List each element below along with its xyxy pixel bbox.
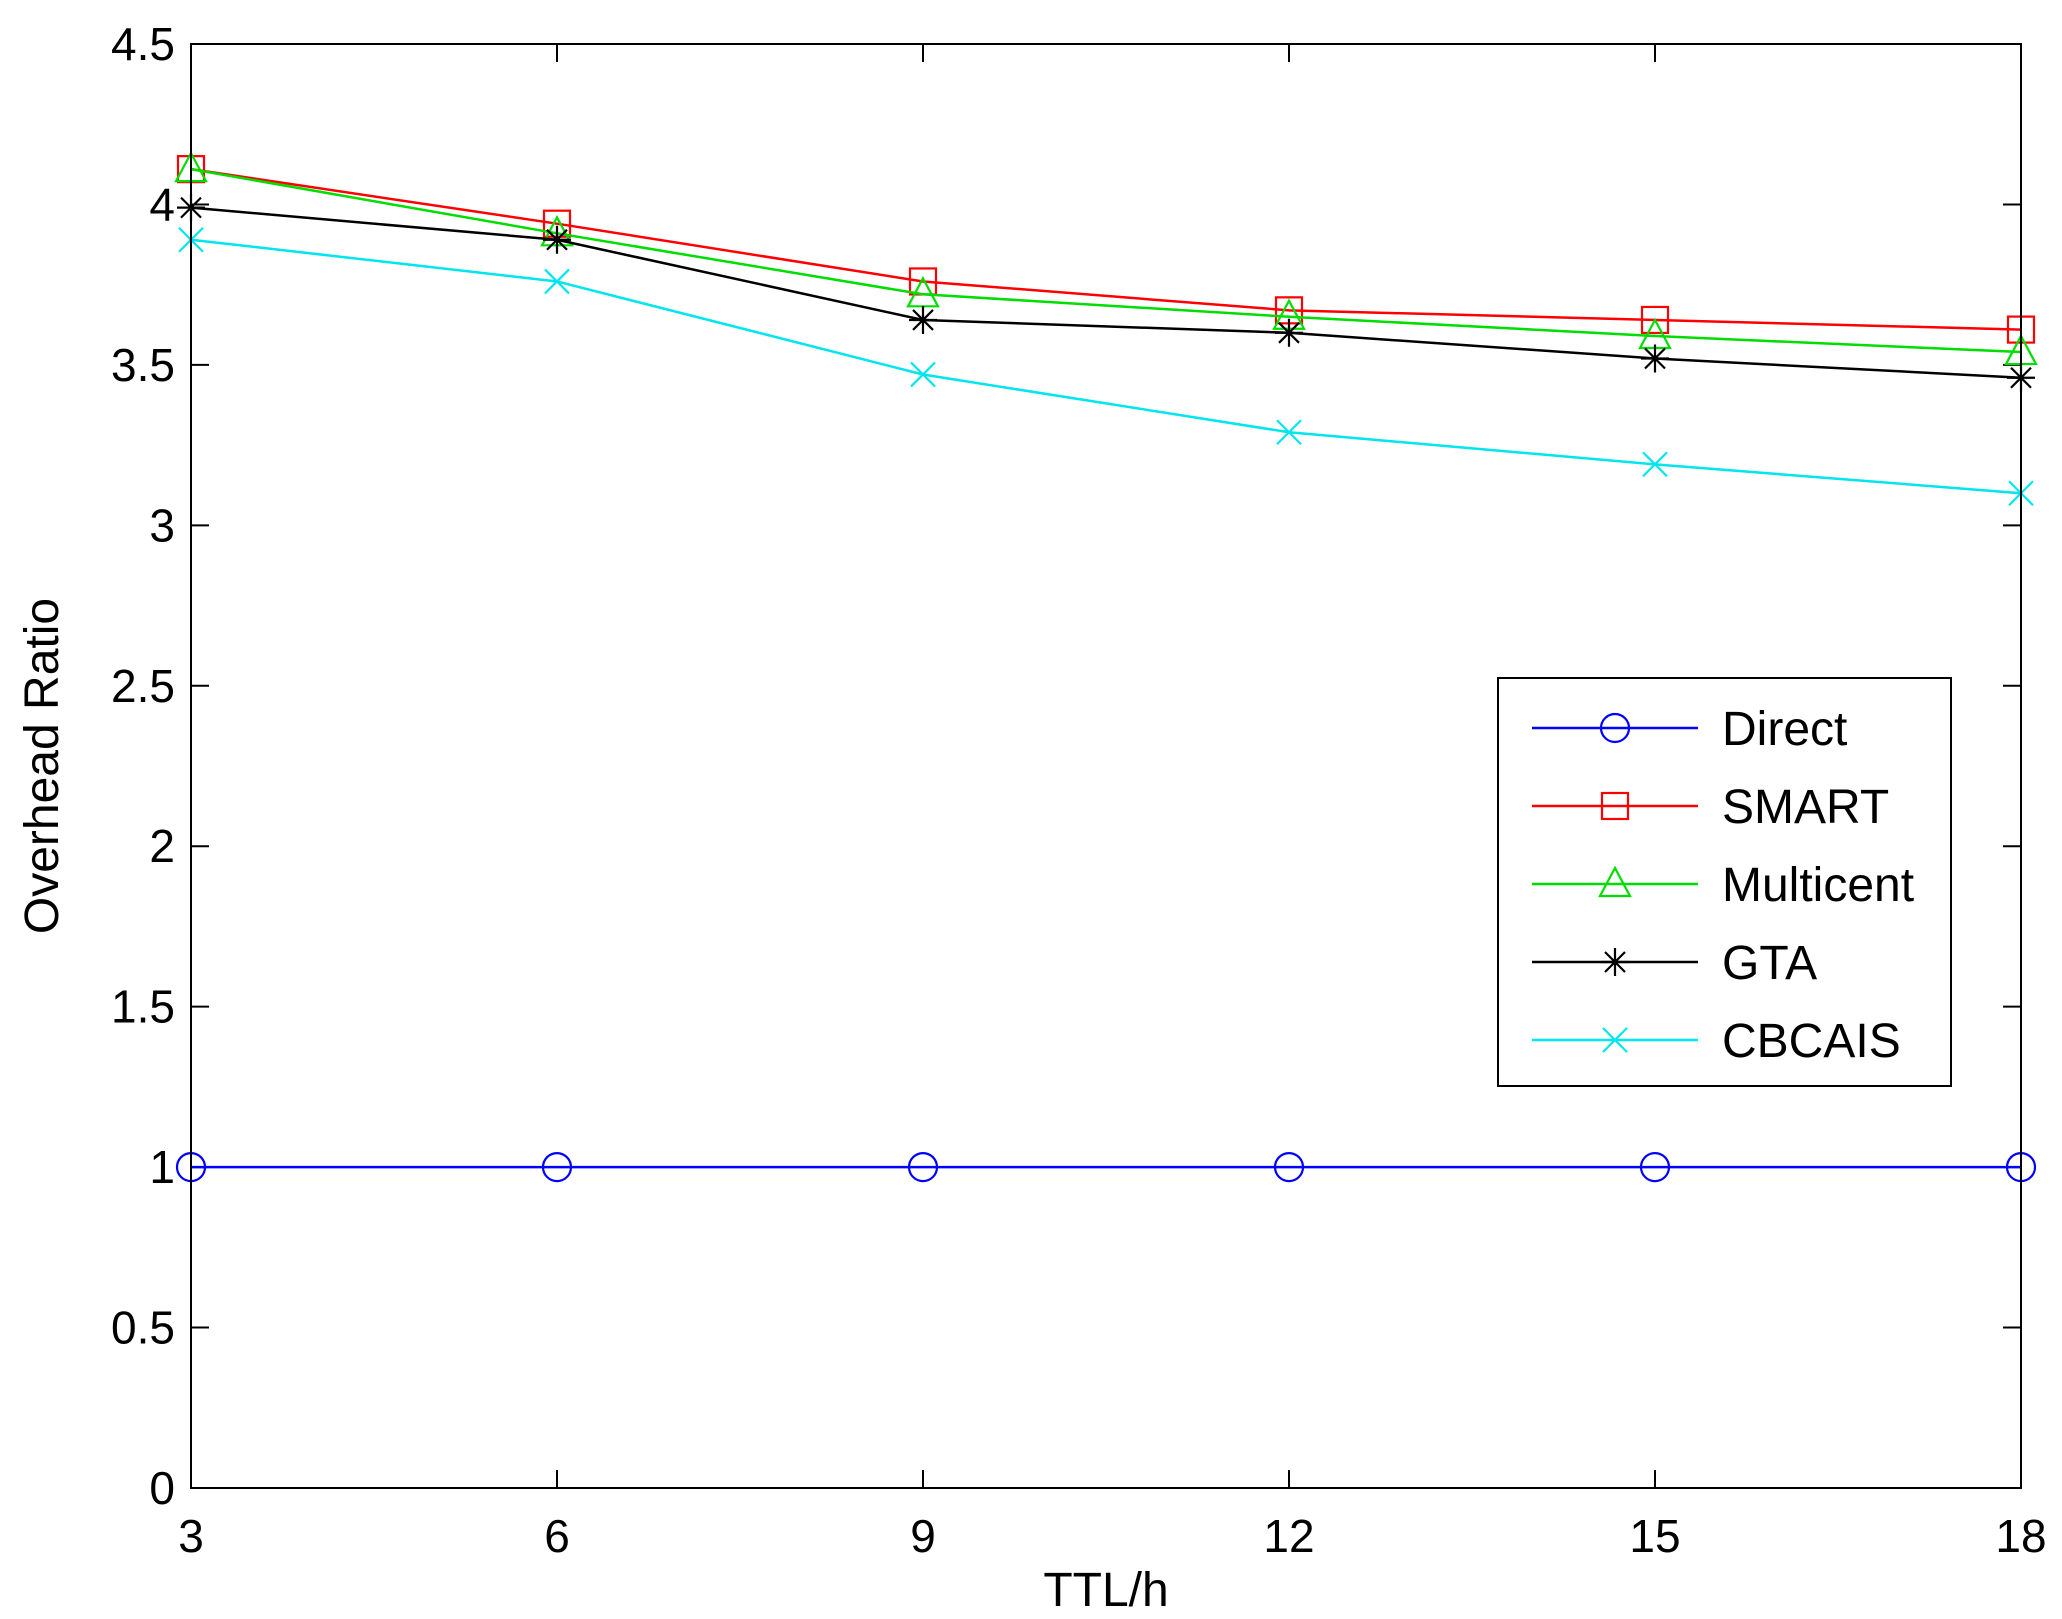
series-line-smart: [190, 167, 2022, 331]
series-line-cbcais: [190, 238, 2022, 495]
legend-label-direct: Direct: [1722, 703, 1847, 756]
y-tick-label: 3: [149, 499, 175, 551]
legend-marker-direct: [1599, 712, 1631, 744]
series-line-multicent: [190, 167, 2022, 354]
x-tick-label: 3: [178, 1510, 204, 1562]
x-tick-label: 15: [1629, 1510, 1680, 1562]
data-point-cbcais: [910, 361, 936, 388]
plot-frame: [190, 43, 2022, 1489]
x-tick-label: 6: [544, 1510, 570, 1562]
legend-marker-cbcais: [1602, 1027, 1628, 1053]
y-tick-label: 3.5: [111, 339, 175, 391]
legend-marker-gta: [1601, 948, 1629, 976]
y-axis-label: Overhead Ratio: [16, 598, 69, 934]
x-tick-label: 18: [1995, 1510, 2046, 1562]
legend-label-cbcais: CBCAIS: [1722, 1015, 1901, 1068]
y-tick-label: 1: [149, 1141, 175, 1193]
y-tick-label: 2.5: [111, 660, 175, 712]
ticks-layer: 0 0.5 1 1.5 2 2.5 3 3.5 4 4.5 3 6 9 12 15 18: [111, 18, 2047, 1562]
y-tick-label: 4.5: [111, 18, 175, 70]
data-point-smart: [1640, 305, 1670, 335]
data-point-direct: [1273, 1152, 1305, 1183]
data-point-direct: [541, 1152, 573, 1183]
data-point-cbcais: [544, 268, 570, 295]
data-point-gta: [543, 225, 571, 254]
data-point-gta: [1275, 318, 1303, 347]
legend-marker-smart: [1600, 791, 1630, 821]
legend-label-smart: SMART: [1722, 781, 1889, 834]
x-tick-label: 9: [910, 1510, 936, 1562]
data-point-gta: [909, 305, 937, 334]
legend: Direct SMART Multicent GTA CBCAIS: [1497, 677, 1952, 1087]
series-layer: [174, 150, 2038, 1183]
y-tick-label: 4: [149, 178, 175, 230]
y-tick-label: 2: [149, 820, 175, 872]
series-line-gta: [190, 206, 2022, 379]
legend-marker-multicent: [1598, 865, 1632, 898]
data-point-cbcais: [1276, 419, 1302, 446]
legend-box: [1497, 677, 1952, 1087]
data-point-direct: [907, 1152, 939, 1183]
y-tick-label: 1.5: [111, 981, 175, 1033]
data-point-direct: [1639, 1152, 1671, 1183]
legend-label-gta: GTA: [1722, 937, 1817, 990]
x-tick-label: 12: [1263, 1510, 1314, 1562]
data-point-cbcais: [1642, 451, 1668, 478]
data-point-gta: [1641, 344, 1669, 373]
y-tick-label: 0: [149, 1462, 175, 1514]
y-tick-label: 0.5: [111, 1302, 175, 1354]
legend-label-multicent: Multicent: [1722, 859, 1914, 912]
x-axis-label: TTL/h: [1043, 1564, 1168, 1617]
